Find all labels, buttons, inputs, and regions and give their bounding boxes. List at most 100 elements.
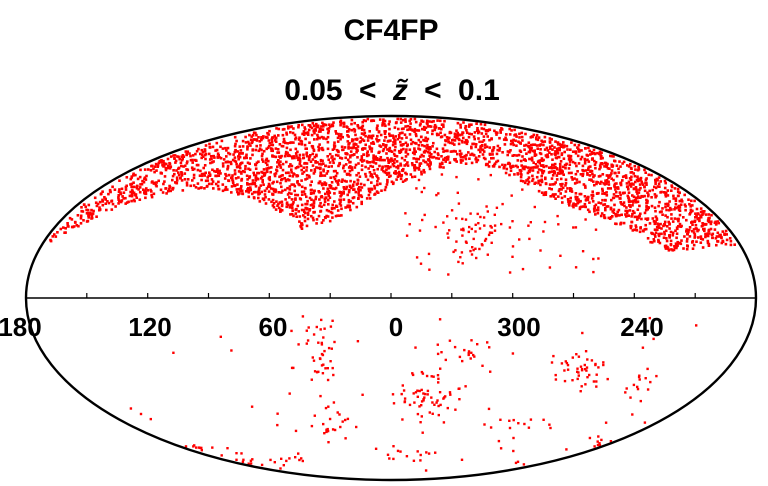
data-point: [255, 138, 258, 141]
data-point: [638, 230, 642, 234]
data-point: [636, 218, 639, 221]
data-point: [327, 127, 331, 130]
data-point: [533, 166, 536, 169]
data-point: [227, 173, 231, 177]
data-point: [303, 193, 307, 196]
data-point: [400, 148, 403, 152]
data-point: [286, 125, 290, 128]
data-point: [333, 141, 336, 144]
data-point: [341, 135, 344, 139]
data-point: [271, 204, 275, 207]
data-point: [621, 175, 625, 179]
data-point: [357, 126, 361, 130]
data-point: [246, 161, 250, 165]
data-point: [711, 232, 715, 236]
data-point: [189, 158, 193, 162]
data-point: [716, 231, 720, 235]
data-point: [384, 135, 388, 139]
data-point: [672, 197, 675, 200]
data-point: [707, 218, 711, 222]
data-point: [619, 222, 623, 225]
data-point: [162, 159, 165, 163]
data-point: [257, 171, 261, 175]
data-point: [646, 199, 649, 203]
data-point: [416, 412, 420, 416]
data-point: [615, 186, 619, 189]
data-point: [399, 162, 402, 166]
data-point: [384, 171, 388, 175]
data-point: [207, 182, 211, 186]
data-point: [629, 396, 632, 399]
data-point: [217, 187, 221, 191]
data-point: [150, 181, 154, 184]
data-point: [564, 184, 567, 187]
data-point: [464, 218, 468, 221]
data-point: [263, 189, 267, 193]
data-point: [275, 127, 278, 130]
data-point: [411, 140, 415, 144]
data-point: [464, 162, 468, 165]
data-point: [305, 202, 309, 206]
data-point: [426, 147, 430, 150]
data-point: [576, 370, 579, 373]
data-point: [124, 188, 128, 191]
data-point: [587, 160, 591, 163]
data-point: [503, 163, 507, 167]
data-point: [532, 133, 536, 137]
data-point: [333, 187, 337, 191]
data-point: [663, 230, 666, 234]
data-point: [422, 399, 425, 402]
data-point: [391, 182, 395, 186]
data-point: [440, 155, 443, 158]
data-point: [365, 152, 369, 155]
data-point: [458, 133, 462, 137]
data-point: [297, 182, 300, 186]
data-point: [142, 180, 146, 184]
data-point: [287, 127, 290, 130]
data-point: [367, 189, 371, 193]
data-point: [396, 166, 400, 170]
data-point: [518, 132, 521, 136]
data-point: [694, 227, 698, 230]
data-point: [549, 195, 552, 198]
data-point: [305, 207, 309, 210]
data-point: [233, 144, 237, 148]
data-point: [208, 171, 211, 174]
data-point: [545, 146, 549, 150]
data-point: [313, 370, 317, 373]
data-point: [562, 165, 565, 169]
data-point: [189, 154, 192, 158]
data-point: [666, 202, 669, 206]
data-point: [600, 180, 603, 184]
data-point: [388, 132, 391, 136]
data-point: [623, 175, 626, 178]
data-point: [543, 135, 547, 139]
data-point: [118, 188, 121, 191]
data-point: [719, 233, 722, 237]
data-point: [443, 149, 447, 153]
data-point: [569, 154, 573, 158]
data-point: [264, 171, 267, 175]
data-point: [261, 171, 265, 175]
data-point: [515, 164, 518, 168]
data-point: [405, 163, 408, 166]
data-point: [313, 155, 317, 159]
data-point: [422, 392, 425, 395]
data-point: [680, 198, 683, 202]
data-point: [554, 181, 557, 184]
data-point: [125, 201, 129, 204]
data-point: [138, 198, 142, 201]
data-point: [296, 156, 299, 160]
data-point: [631, 212, 634, 216]
data-point: [110, 199, 114, 203]
data-point: [194, 152, 197, 156]
data-point: [379, 156, 383, 159]
data-point: [357, 162, 360, 165]
data-point: [288, 205, 291, 209]
data-point: [79, 222, 83, 225]
data-point: [83, 203, 86, 206]
data-point: [512, 138, 515, 142]
data-point: [331, 366, 334, 370]
data-point: [614, 188, 617, 191]
data-point: [280, 144, 284, 148]
